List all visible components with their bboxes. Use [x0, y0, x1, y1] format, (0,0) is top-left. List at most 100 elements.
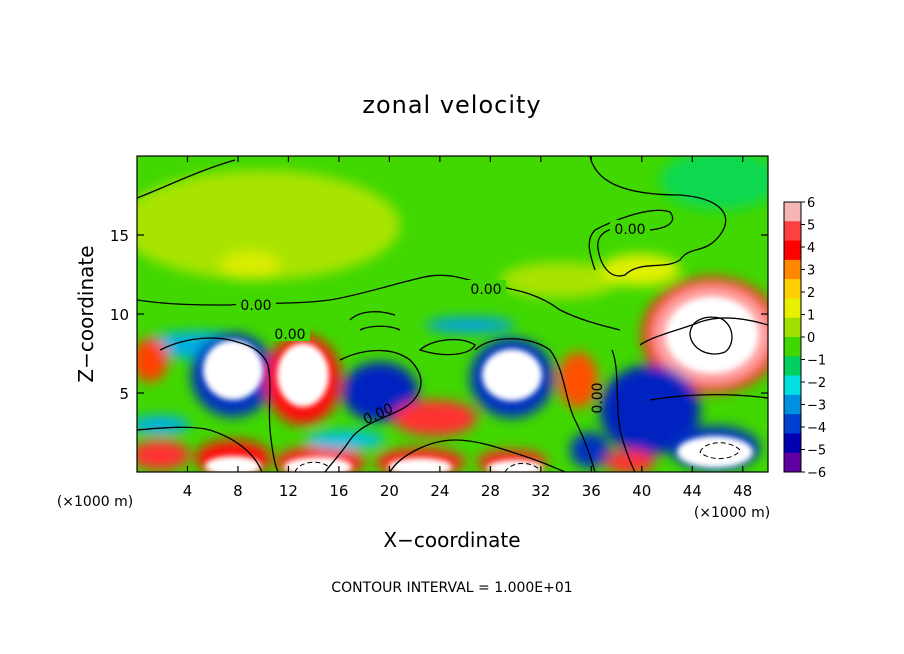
field-core [666, 297, 758, 373]
colorbar-swatch [784, 452, 801, 473]
x-tick-label: 20 [380, 482, 399, 500]
x-unit-left: (×1000 m) [57, 494, 133, 510]
x-tick-label: 16 [329, 482, 348, 500]
contour-line [137, 274, 621, 331]
y-tick-label: 5 [119, 385, 129, 403]
contour-line-dashed [504, 463, 541, 472]
colorbar-tick-label: 1 [807, 309, 815, 324]
colorbar-tick-label: −4 [807, 421, 826, 436]
x-tick-label: 8 [233, 482, 243, 500]
field-blob [425, 317, 515, 333]
field-blob [220, 251, 280, 279]
colorbar-swatch [784, 279, 801, 299]
colorbar-tick-label: 2 [807, 286, 815, 301]
contour-label: 0.00 [470, 282, 501, 298]
contour-label-bg [236, 296, 276, 312]
colorbar-swatch [784, 298, 801, 319]
x-tick-label: 28 [481, 482, 500, 500]
x-tick-label: 48 [733, 482, 752, 500]
field-blob [137, 170, 400, 280]
colorbar-swatch [784, 259, 801, 280]
colorbar-swatch [784, 317, 801, 338]
colorbar-swatch [784, 221, 801, 242]
colorbar-tick-label: −3 [807, 399, 826, 414]
contour-line [324, 349, 422, 472]
colorbar-tick-label: 3 [807, 264, 815, 279]
field-blob [137, 338, 168, 382]
contour-line [588, 156, 727, 277]
contour-label: 0.00 [590, 382, 606, 413]
field-blob [570, 432, 610, 468]
contour-line [349, 311, 401, 331]
colorbar-swatch [784, 433, 801, 454]
field-blob [137, 440, 190, 470]
field-blob [660, 156, 768, 210]
x-tick-label: 36 [582, 482, 601, 500]
field-core [487, 460, 543, 472]
colorbar-swatch [784, 375, 801, 396]
field-core [277, 343, 329, 407]
colorbar-tick-label: −5 [807, 444, 826, 459]
contour-line [418, 338, 476, 356]
contour-label: 0.00 [614, 222, 645, 238]
colorbar-tick-label: 6 [807, 196, 815, 211]
y-axis: 5 10 15 [110, 227, 768, 403]
contour-dashed [294, 442, 741, 472]
y-tick-label: 10 [110, 306, 129, 324]
contour-line [611, 349, 636, 472]
colorbar-swatch [784, 337, 801, 357]
x-axis: 4 8 12 16 20 24 28 32 36 40 44 48 [183, 156, 752, 500]
colorbar-tick-label: 4 [807, 241, 815, 256]
contour-label-group: 0.00 0.00 0.00 0.00 0.00 0.00 [236, 220, 650, 428]
contour-line [389, 439, 566, 472]
contour-line [689, 316, 733, 355]
x-tick-label: 12 [279, 482, 298, 500]
y-axis-label: Z−coordinate [74, 245, 98, 382]
contour-interval-note: CONTOUR INTERVAL = 1.000E+01 [331, 580, 572, 596]
x-tick-label: 32 [531, 482, 550, 500]
contour-line [474, 338, 596, 472]
contour-line [159, 337, 279, 472]
contour-label: 0.00 [274, 327, 305, 343]
colorbar-tick-label: −6 [807, 466, 826, 481]
field-blob [558, 352, 598, 408]
contour-label-bg [610, 220, 650, 236]
x-tick-label: 44 [683, 482, 702, 500]
contour-lines [137, 156, 768, 472]
field-core [388, 458, 452, 472]
field-blob [500, 262, 620, 298]
y-tick-label: 15 [110, 227, 129, 245]
colorbar-swatch [784, 414, 801, 434]
heatmap-field: 0.00 0.00 0.00 0.00 0.00 0.00 [137, 156, 768, 472]
colorbar-tick-label: 5 [807, 219, 815, 234]
x-axis-label: X−coordinate [383, 528, 520, 552]
contour-line [137, 426, 263, 472]
contour-line-dashed [294, 461, 331, 472]
colorbar: 6 5 4 3 2 1 0 −1 −2 −3 −4 −5 −6 [783, 196, 826, 481]
colorbar-tick-label: 0 [807, 331, 815, 346]
x-unit-right: (×1000 m) [694, 505, 770, 521]
chart-title: zonal velocity [362, 91, 541, 119]
contour-label-bg [466, 280, 506, 296]
contour-line-dashed [699, 442, 741, 459]
colorbar-tick-label: −2 [807, 376, 826, 391]
field-blob [137, 415, 190, 435]
field-core [482, 349, 542, 401]
field-blob [342, 362, 418, 422]
field-core [284, 457, 352, 472]
contour-line [649, 394, 768, 401]
colorbar-swatch [784, 356, 801, 377]
field-blob [600, 365, 700, 455]
x-tick-label: 4 [183, 482, 193, 500]
contour-line [137, 159, 236, 199]
field-blob [393, 400, 477, 436]
field-blob [305, 430, 385, 450]
colorbar-swatch [784, 240, 801, 261]
field-core [677, 436, 753, 468]
x-tick-label: 40 [632, 482, 651, 500]
field-core [203, 340, 263, 400]
field-core [205, 456, 261, 472]
colorbar-swatch [784, 394, 801, 415]
contour-label: 0.00 [240, 298, 271, 314]
